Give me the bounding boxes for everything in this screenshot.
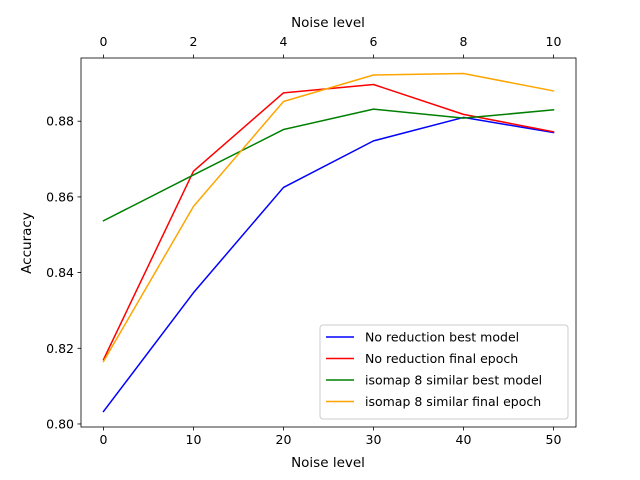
y-tick-label: 0.88 [46,114,74,129]
legend: No reduction best model No reduction fina… [319,324,569,420]
legend-label-2: No reduction final epoch [365,351,518,366]
legend-box [319,324,569,420]
x-tick-label: 0 [100,432,108,447]
legend-label-4: isomap 8 similar final epoch [365,394,541,409]
y-tick-label: 0.84 [46,265,74,280]
x-tick-label: 40 [456,432,472,447]
series-line-3 [102,108,555,222]
top-x-tick-label: 10 [546,34,562,49]
x-axis-label: Noise level [291,455,365,471]
plot-border [80,57,577,428]
y-axis-label: Accuracy [19,212,35,274]
series-line-1 [102,116,555,413]
top-x-tick-label: 4 [280,34,288,49]
legend-label-3: isomap 8 similar best model [365,373,542,388]
top-x-tick-label: 0 [100,34,108,49]
legend-label-1: No reduction best model [365,330,519,345]
y-tick-label: 0.80 [46,416,74,431]
x-tick-label: 30 [366,432,382,447]
plot-frame [80,57,577,428]
y-tick-label: 0.86 [46,189,74,204]
top-x-tick-label: 8 [460,34,468,49]
top-x-tick-label: 2 [190,34,198,49]
axis-ticks: 0 10 20 30 40 50 0 2 4 6 8 10 0.80 0.82 0.84 0.86 0.88 [46,34,561,447]
x-tick-label: 20 [276,432,292,447]
series-lines [102,72,555,413]
y-tick-label: 0.82 [46,341,74,356]
top-x-tick-label: 6 [370,34,378,49]
top-x-axis-label: Noise level [291,15,365,31]
x-tick-label: 50 [546,432,562,447]
series-line-4 [102,72,555,363]
x-tick-label: 10 [186,432,202,447]
